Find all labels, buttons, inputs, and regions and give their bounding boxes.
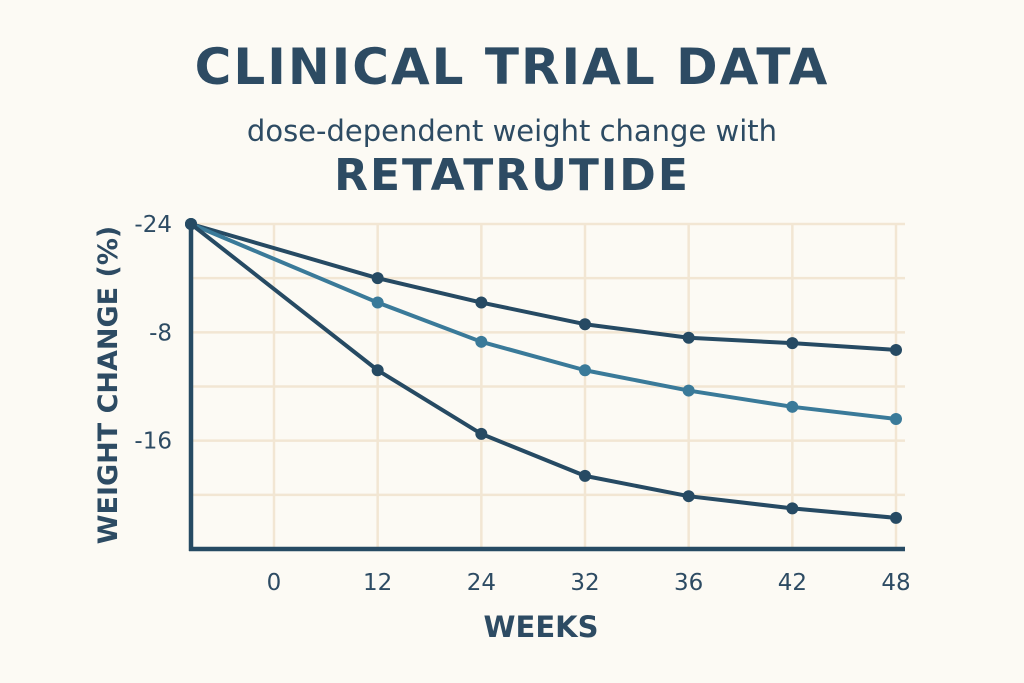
x-tick-label: 32 xyxy=(570,570,599,596)
data-point xyxy=(786,502,799,515)
data-point xyxy=(890,511,902,524)
axes xyxy=(188,224,905,552)
data-point xyxy=(579,318,591,331)
data-point xyxy=(682,384,695,397)
chart-drug-name: RETATRUTIDE xyxy=(334,150,690,201)
y-axis-label: WEIGHT CHANGE (%) xyxy=(93,226,124,545)
data-point xyxy=(475,335,488,348)
y-tick-label: -24 xyxy=(134,212,172,238)
series-group xyxy=(185,218,902,524)
data-point xyxy=(890,413,902,425)
series-line-1 xyxy=(190,222,897,352)
x-tick-label: 48 xyxy=(881,570,910,596)
grid xyxy=(191,222,905,549)
data-point xyxy=(786,337,799,350)
y-tick-label: -16 xyxy=(134,429,172,455)
data-point xyxy=(371,272,384,285)
data-point xyxy=(682,331,695,344)
y-tick-label: -8 xyxy=(149,320,172,346)
x-tick-label: 24 xyxy=(467,570,496,596)
data-point xyxy=(371,364,384,377)
data-point xyxy=(371,296,384,309)
x-tick-label: 42 xyxy=(778,570,807,596)
data-point xyxy=(682,490,695,503)
x-tick-label: 0 xyxy=(267,570,282,596)
chart-title: CLINICAL TRIAL DATA xyxy=(194,38,830,96)
data-point xyxy=(475,427,488,440)
x-axis-label: WEEKS xyxy=(484,610,599,644)
data-point xyxy=(579,364,591,377)
x-tick-label: 36 xyxy=(674,570,703,596)
tick-labels: 0 12 24 32 36 42 48 -24 -8 -16 xyxy=(134,212,910,596)
data-point xyxy=(786,400,799,413)
data-point xyxy=(890,343,902,356)
data-point xyxy=(475,296,488,309)
x-tick-label: 12 xyxy=(363,570,392,596)
chart-subtitle: dose-dependent weight change with xyxy=(246,114,778,148)
data-point xyxy=(579,469,591,482)
